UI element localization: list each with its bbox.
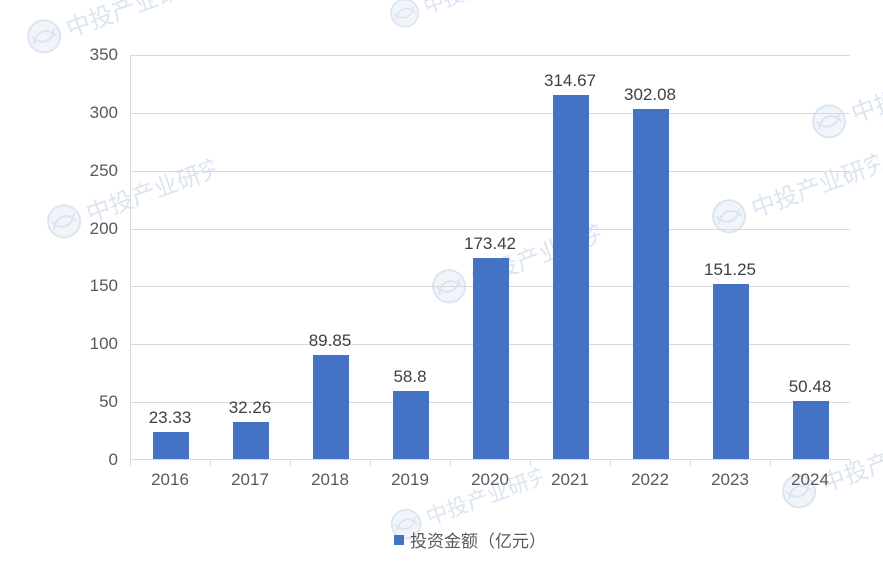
bar xyxy=(393,391,429,459)
bar-value-label: 89.85 xyxy=(309,331,352,351)
legend: 投资金额（亿元） xyxy=(394,527,546,552)
gridline xyxy=(131,55,850,56)
gridline xyxy=(131,229,850,230)
bar-chart: 中投产业研究院中投产业研究院中投产业研究院中投产业研究院中投产业研究院中投产业研… xyxy=(0,0,883,570)
svg-text:中投产业研究院: 中投产业研究院 xyxy=(63,0,205,43)
x-tick-label: 2019 xyxy=(391,470,429,490)
x-tick-label: 2024 xyxy=(791,470,829,490)
svg-text:中投产业研究院: 中投产业研究院 xyxy=(421,0,542,19)
bar xyxy=(153,432,189,459)
bar-value-label: 173.42 xyxy=(464,234,516,254)
legend-swatch xyxy=(394,535,404,545)
y-tick-label: 200 xyxy=(0,219,118,239)
bar xyxy=(553,95,589,459)
gridline xyxy=(131,113,850,114)
svg-text:中投产业研究院: 中投产业研究院 xyxy=(423,456,551,530)
x-tick-mark xyxy=(850,460,851,466)
legend-label: 投资金额（亿元） xyxy=(410,527,546,552)
bar-value-label: 302.08 xyxy=(624,85,676,105)
bar xyxy=(633,109,669,459)
y-tick-label: 0 xyxy=(0,450,118,470)
x-tick-mark xyxy=(130,460,131,466)
x-tick-label: 2016 xyxy=(151,470,189,490)
bar-value-label: 58.8 xyxy=(393,367,426,387)
bar-value-label: 314.67 xyxy=(544,71,596,91)
x-tick-mark xyxy=(530,460,531,466)
x-tick-label: 2017 xyxy=(231,470,269,490)
bar-value-label: 23.33 xyxy=(149,408,192,428)
x-tick-label: 2022 xyxy=(631,470,669,490)
y-tick-label: 50 xyxy=(0,392,118,412)
y-tick-label: 250 xyxy=(0,161,118,181)
x-tick-mark xyxy=(690,460,691,466)
bar-value-label: 50.48 xyxy=(789,377,832,397)
bar xyxy=(793,401,829,459)
y-tick-label: 300 xyxy=(0,103,118,123)
y-tick-label: 150 xyxy=(0,276,118,296)
x-tick-label: 2021 xyxy=(551,470,589,490)
x-tick-mark xyxy=(610,460,611,466)
x-tick-label: 2023 xyxy=(711,470,749,490)
y-tick-label: 100 xyxy=(0,334,118,354)
x-tick-mark xyxy=(210,460,211,466)
gridline xyxy=(131,171,850,172)
bar xyxy=(473,258,509,459)
x-tick-mark xyxy=(770,460,771,466)
bar xyxy=(313,355,349,459)
x-tick-mark xyxy=(370,460,371,466)
bar-value-label: 32.26 xyxy=(229,398,272,418)
bar xyxy=(233,422,269,459)
bar xyxy=(713,284,749,459)
x-tick-label: 2020 xyxy=(471,470,509,490)
y-tick-label: 350 xyxy=(0,45,118,65)
x-tick-label: 2018 xyxy=(311,470,349,490)
svg-text:中投产业研究院: 中投产业研究院 xyxy=(848,45,883,128)
bar-value-label: 151.25 xyxy=(704,260,756,280)
x-tick-mark xyxy=(450,460,451,466)
watermark: 中投产业研究院 xyxy=(380,0,543,47)
x-tick-mark xyxy=(290,460,291,466)
